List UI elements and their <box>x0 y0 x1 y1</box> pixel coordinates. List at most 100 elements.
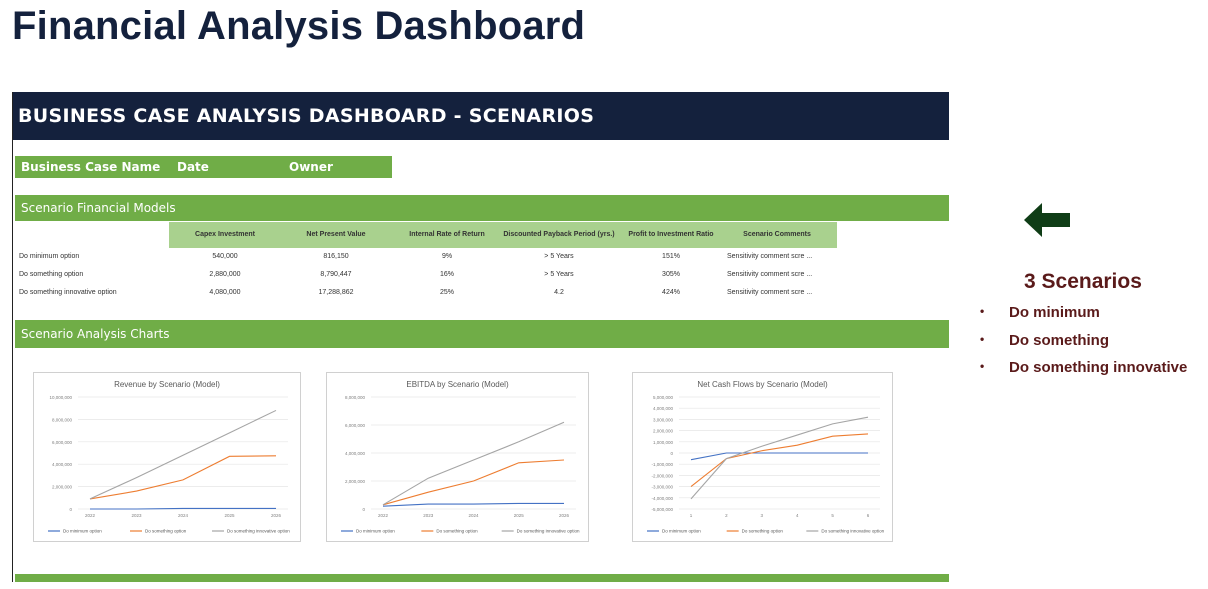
row-irr: 25% <box>439 289 454 296</box>
row-name: Do something innovative option <box>19 289 117 296</box>
y-tick-label: 6,000,000 <box>52 440 73 445</box>
x-tick-label: 6 <box>867 513 870 518</box>
y-tick-label: 1,000,000 <box>653 440 674 445</box>
bullet-icon: • <box>980 304 985 318</box>
bottom-bar <box>15 574 949 582</box>
legend-label: Do something option <box>436 529 478 534</box>
x-tick-label: 3 <box>761 513 764 518</box>
y-tick-label: 5,000,000 <box>653 395 674 400</box>
page-title: Financial Analysis Dashboard <box>12 4 586 48</box>
net-cash-flows-chart: Net Cash Flows by Scenario (Model) -5,000… <box>632 372 893 542</box>
series-line <box>382 459 565 506</box>
table-row: Do something option 2,880,000 8,790,447 … <box>13 266 843 284</box>
x-tick-label: 5 <box>831 513 834 518</box>
left-arrow-icon <box>1024 203 1072 242</box>
column-header-capex: Capex Investment <box>195 231 255 239</box>
list-item-label: Do something innovative <box>1009 359 1188 376</box>
row-comment: Sensitivity comment scre ... <box>727 253 813 260</box>
table-row: Do minimum option 540,000 816,150 9% > 5… <box>13 248 843 266</box>
ebitda-chart: EBITDA by Scenario (Model) 0 2,000,000 4,00… <box>326 372 589 542</box>
legend-label: Do something innovative option <box>821 529 884 534</box>
row-payback: 4.2 <box>554 289 564 296</box>
y-tick-label: 10,000,000 <box>49 395 72 400</box>
y-tick-label: -1,000,000 <box>651 462 673 467</box>
series-line <box>89 455 277 500</box>
y-tick-label: 0 <box>69 507 72 512</box>
legend-label: Do something innovative option <box>227 529 290 534</box>
y-tick-label: -2,000,000 <box>651 473 673 478</box>
x-tick-label: 2022 <box>378 513 389 518</box>
scenario-financial-models-bar: Scenario Financial Models <box>15 195 949 221</box>
legend-label: Do minimum option <box>63 529 102 534</box>
business-case-bar: Business Case Name Date Owner <box>15 156 392 178</box>
row-pir: 305% <box>662 271 680 278</box>
series-line <box>382 421 565 506</box>
row-pir: 424% <box>662 289 680 296</box>
column-header-npv: Net Present Value <box>306 231 366 239</box>
y-tick-label: 3,000,000 <box>653 417 674 422</box>
list-item-label: Do minimum <box>1009 304 1100 321</box>
y-tick-label: -3,000,000 <box>651 485 673 490</box>
row-capex: 4,080,000 <box>209 289 241 296</box>
scenario-analysis-charts-bar: Scenario Analysis Charts <box>15 320 949 348</box>
business-case-name-label: Business Case Name <box>21 160 161 174</box>
row-name: Do something option <box>19 271 84 278</box>
y-tick-label: 2,000,000 <box>653 429 674 434</box>
x-tick-label: 2025 <box>514 513 525 518</box>
revenue-chart-svg: Revenue by Scenario (Model) 0 2,000,000 4,0… <box>48 380 290 534</box>
column-header-pir: Profit to Investment Ratio <box>628 231 714 239</box>
series-line <box>690 452 868 461</box>
x-tick-label: 2024 <box>468 513 479 518</box>
series-line <box>90 507 276 510</box>
row-payback: > 5 Years <box>544 271 574 278</box>
row-comment: Sensitivity comment scre ... <box>727 271 813 278</box>
table-header: Capex Investment Net Present Value Inter… <box>169 222 837 248</box>
x-tick-label: 2023 <box>131 513 142 518</box>
y-tick-label: 4,000,000 <box>52 462 73 467</box>
series-line <box>89 409 277 500</box>
net-cash-flows-chart-svg: Net Cash Flows by Scenario (Model) -5,000… <box>647 380 885 534</box>
y-tick-label: 2,000,000 <box>345 479 366 484</box>
row-irr: 9% <box>441 253 453 260</box>
y-tick-label: 8,000,000 <box>52 417 73 422</box>
chart-title: Revenue by Scenario (Model) <box>114 380 220 389</box>
row-name: Do minimum option <box>19 253 80 260</box>
y-tick-label: 0 <box>362 507 365 512</box>
x-tick-label: 2024 <box>178 513 189 518</box>
y-tick-label: 4,000,000 <box>345 451 366 456</box>
y-tick-label: 2,000,000 <box>52 485 73 490</box>
row-npv: 17,288,862 <box>318 289 354 296</box>
x-tick-label: 1 <box>690 513 693 518</box>
list-item-label: Do something <box>1009 331 1109 349</box>
bullet-icon: • <box>980 359 985 373</box>
row-npv: 8,790,447 <box>320 271 352 278</box>
y-tick-label: 0 <box>670 451 673 456</box>
column-header-irr: Internal Rate of Return <box>409 231 485 239</box>
y-tick-label: 6,000,000 <box>345 423 366 428</box>
series-line <box>690 416 869 500</box>
row-payback: > 5 Years <box>544 253 574 260</box>
dashboard-sheet: BUSINESS CASE ANALYSIS DASHBOARD - SCENA… <box>12 92 949 582</box>
row-irr: 16% <box>439 271 454 278</box>
series-line <box>690 433 869 488</box>
legend-label: Do minimum option <box>662 529 701 534</box>
row-npv: 816,150 <box>323 253 349 260</box>
legend-label: Do something innovative option <box>517 529 580 534</box>
chart-title: EBITDA by Scenario (Model) <box>406 380 509 389</box>
x-tick-label: 2026 <box>559 513 570 518</box>
y-tick-label: 8,000,000 <box>345 395 366 400</box>
sheet-header: BUSINESS CASE ANALYSIS DASHBOARD - SCENA… <box>13 92 949 140</box>
revenue-chart: Revenue by Scenario (Model) 0 2,000,000 4,0… <box>33 372 301 542</box>
ebitda-chart-svg: EBITDA by Scenario (Model) 0 2,000,000 4,00… <box>341 380 580 534</box>
x-tick-label: 2023 <box>423 513 434 518</box>
date-label: Date <box>177 160 209 174</box>
legend-label: Do minimum option <box>356 529 395 534</box>
column-header-payback: Discounted Payback Period (yrs.) <box>503 231 615 239</box>
y-tick-label: 4,000,000 <box>653 406 674 411</box>
column-header-comments: Scenario Comments <box>743 231 811 239</box>
row-pir: 151% <box>662 253 680 260</box>
scenarios-title: 3 Scenarios <box>1024 270 1142 293</box>
x-tick-label: 2 <box>725 513 728 518</box>
row-capex: 540,000 <box>212 253 238 260</box>
y-tick-label: -4,000,000 <box>651 496 673 501</box>
